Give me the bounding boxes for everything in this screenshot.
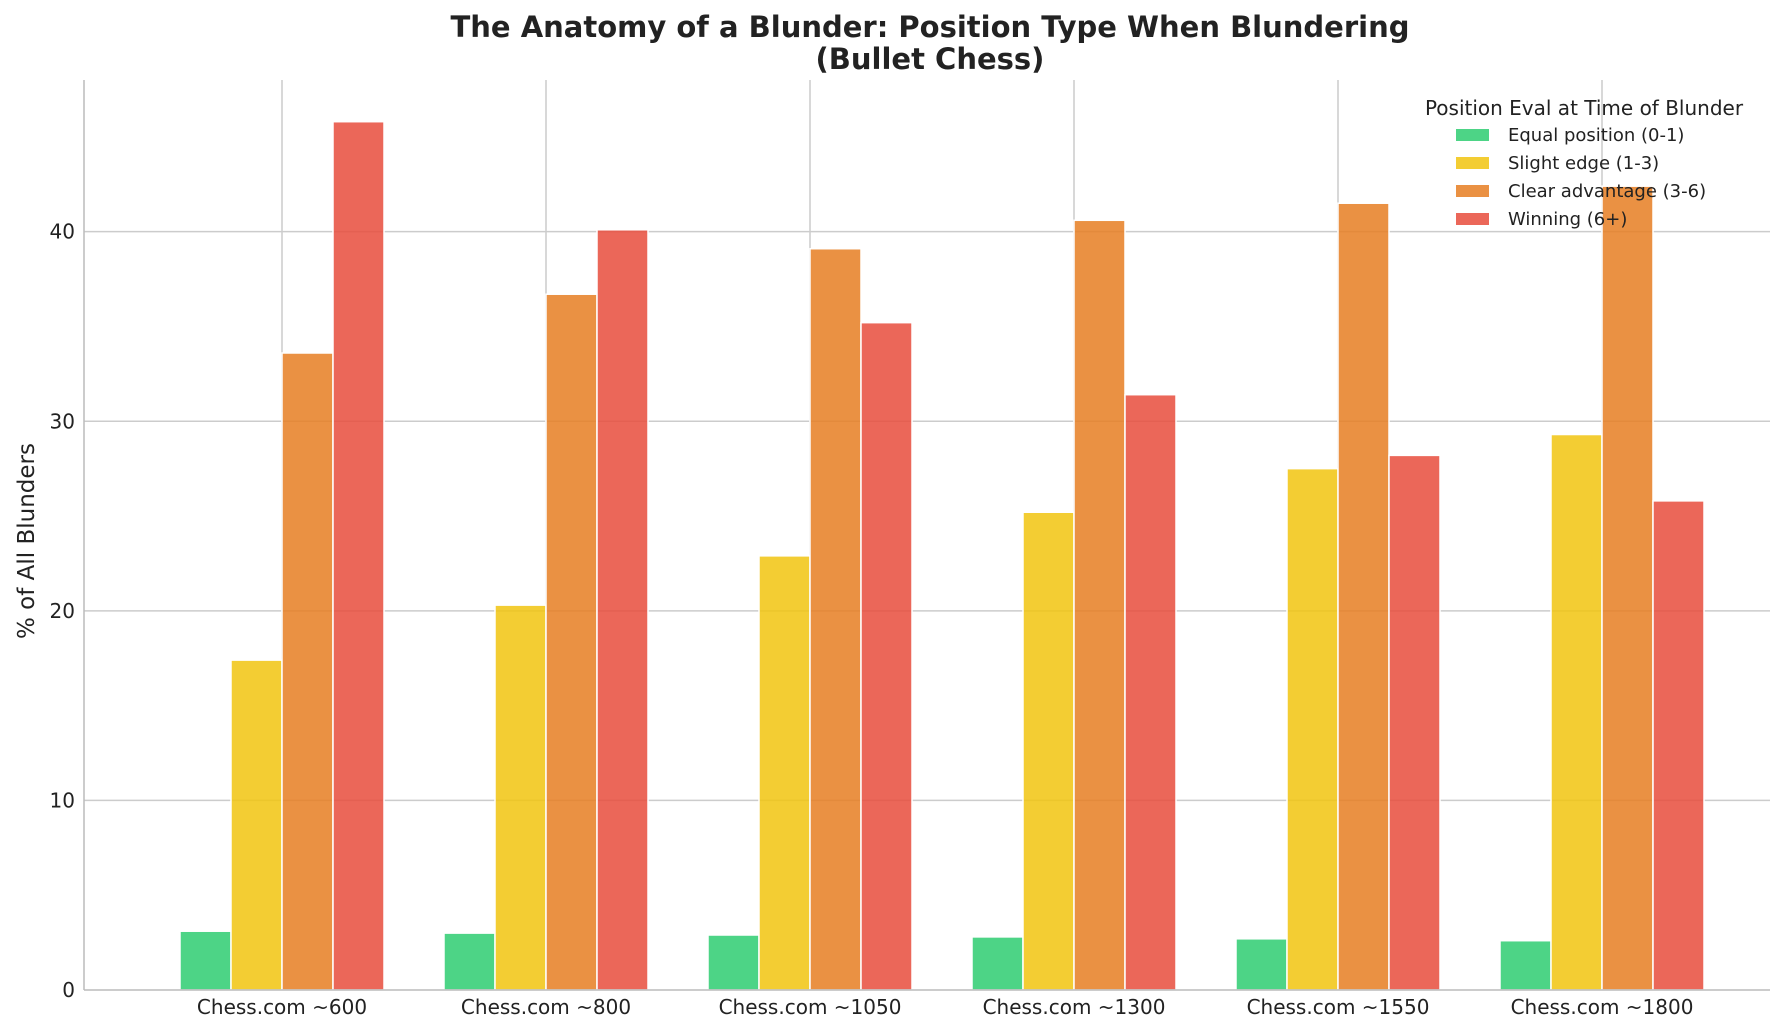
legend-entry-label: Clear advantage (3-6) xyxy=(1508,181,1706,202)
y-tick-label: 20 xyxy=(50,599,75,623)
legend-title: Position Eval at Time of Blunder xyxy=(1425,96,1744,120)
legend-swatch xyxy=(1456,213,1489,225)
bar xyxy=(281,352,334,991)
bar xyxy=(1286,467,1339,991)
bar xyxy=(596,229,649,991)
x-tick-label: Chess.com ~1300 xyxy=(983,995,1166,1019)
legend-swatch xyxy=(1456,157,1489,169)
bar xyxy=(494,604,547,991)
x-tick-label: Chess.com ~1050 xyxy=(719,995,902,1019)
legend-entry-label: Slight edge (1-3) xyxy=(1508,153,1659,174)
axes: 0 10 20 30 40 Chess.com ~600 Chess.com ~800 Che… xyxy=(50,80,1770,1019)
bar xyxy=(1022,511,1075,991)
legend-swatch xyxy=(1456,185,1489,197)
legend-swatch xyxy=(1456,129,1489,141)
bar xyxy=(860,321,913,991)
y-tick-label: 10 xyxy=(50,788,75,812)
x-tick-label: Chess.com ~1800 xyxy=(1511,995,1694,1019)
x-tick-label: Chess.com ~800 xyxy=(461,995,631,1019)
bar xyxy=(230,659,283,991)
bar xyxy=(1499,939,1552,991)
y-tick-label: 0 xyxy=(62,978,75,1002)
y-tick-label: 30 xyxy=(50,409,75,433)
legend-entry-label: Equal position (0-1) xyxy=(1508,125,1684,146)
bar xyxy=(1652,500,1705,991)
bar xyxy=(1337,202,1390,991)
bar xyxy=(1550,433,1603,991)
y-tick-label: 40 xyxy=(50,220,75,244)
bar xyxy=(332,120,385,991)
x-tick-label: Chess.com ~600 xyxy=(197,995,367,1019)
chart-subtitle: (Bullet Chess) xyxy=(816,42,1045,76)
bar xyxy=(809,247,862,991)
legend-entry-label: Winning (6+) xyxy=(1508,209,1627,230)
bar xyxy=(1601,185,1654,991)
bars xyxy=(179,120,1705,991)
bar xyxy=(1073,219,1126,991)
bar xyxy=(179,930,232,991)
x-tick-label: Chess.com ~1550 xyxy=(1247,995,1430,1019)
legend: Position Eval at Time of Blunder Equal po… xyxy=(1425,96,1744,230)
bar xyxy=(545,293,598,991)
bar xyxy=(1124,393,1177,991)
chart-title: The Anatomy of a Blunder: Position Type … xyxy=(451,10,1410,44)
bar xyxy=(1235,938,1288,991)
bar xyxy=(1388,454,1441,991)
y-axis-label: % of All Blunders xyxy=(14,443,40,639)
bar xyxy=(707,934,760,991)
bar xyxy=(971,936,1024,991)
bar xyxy=(443,932,496,991)
bar xyxy=(758,555,811,991)
